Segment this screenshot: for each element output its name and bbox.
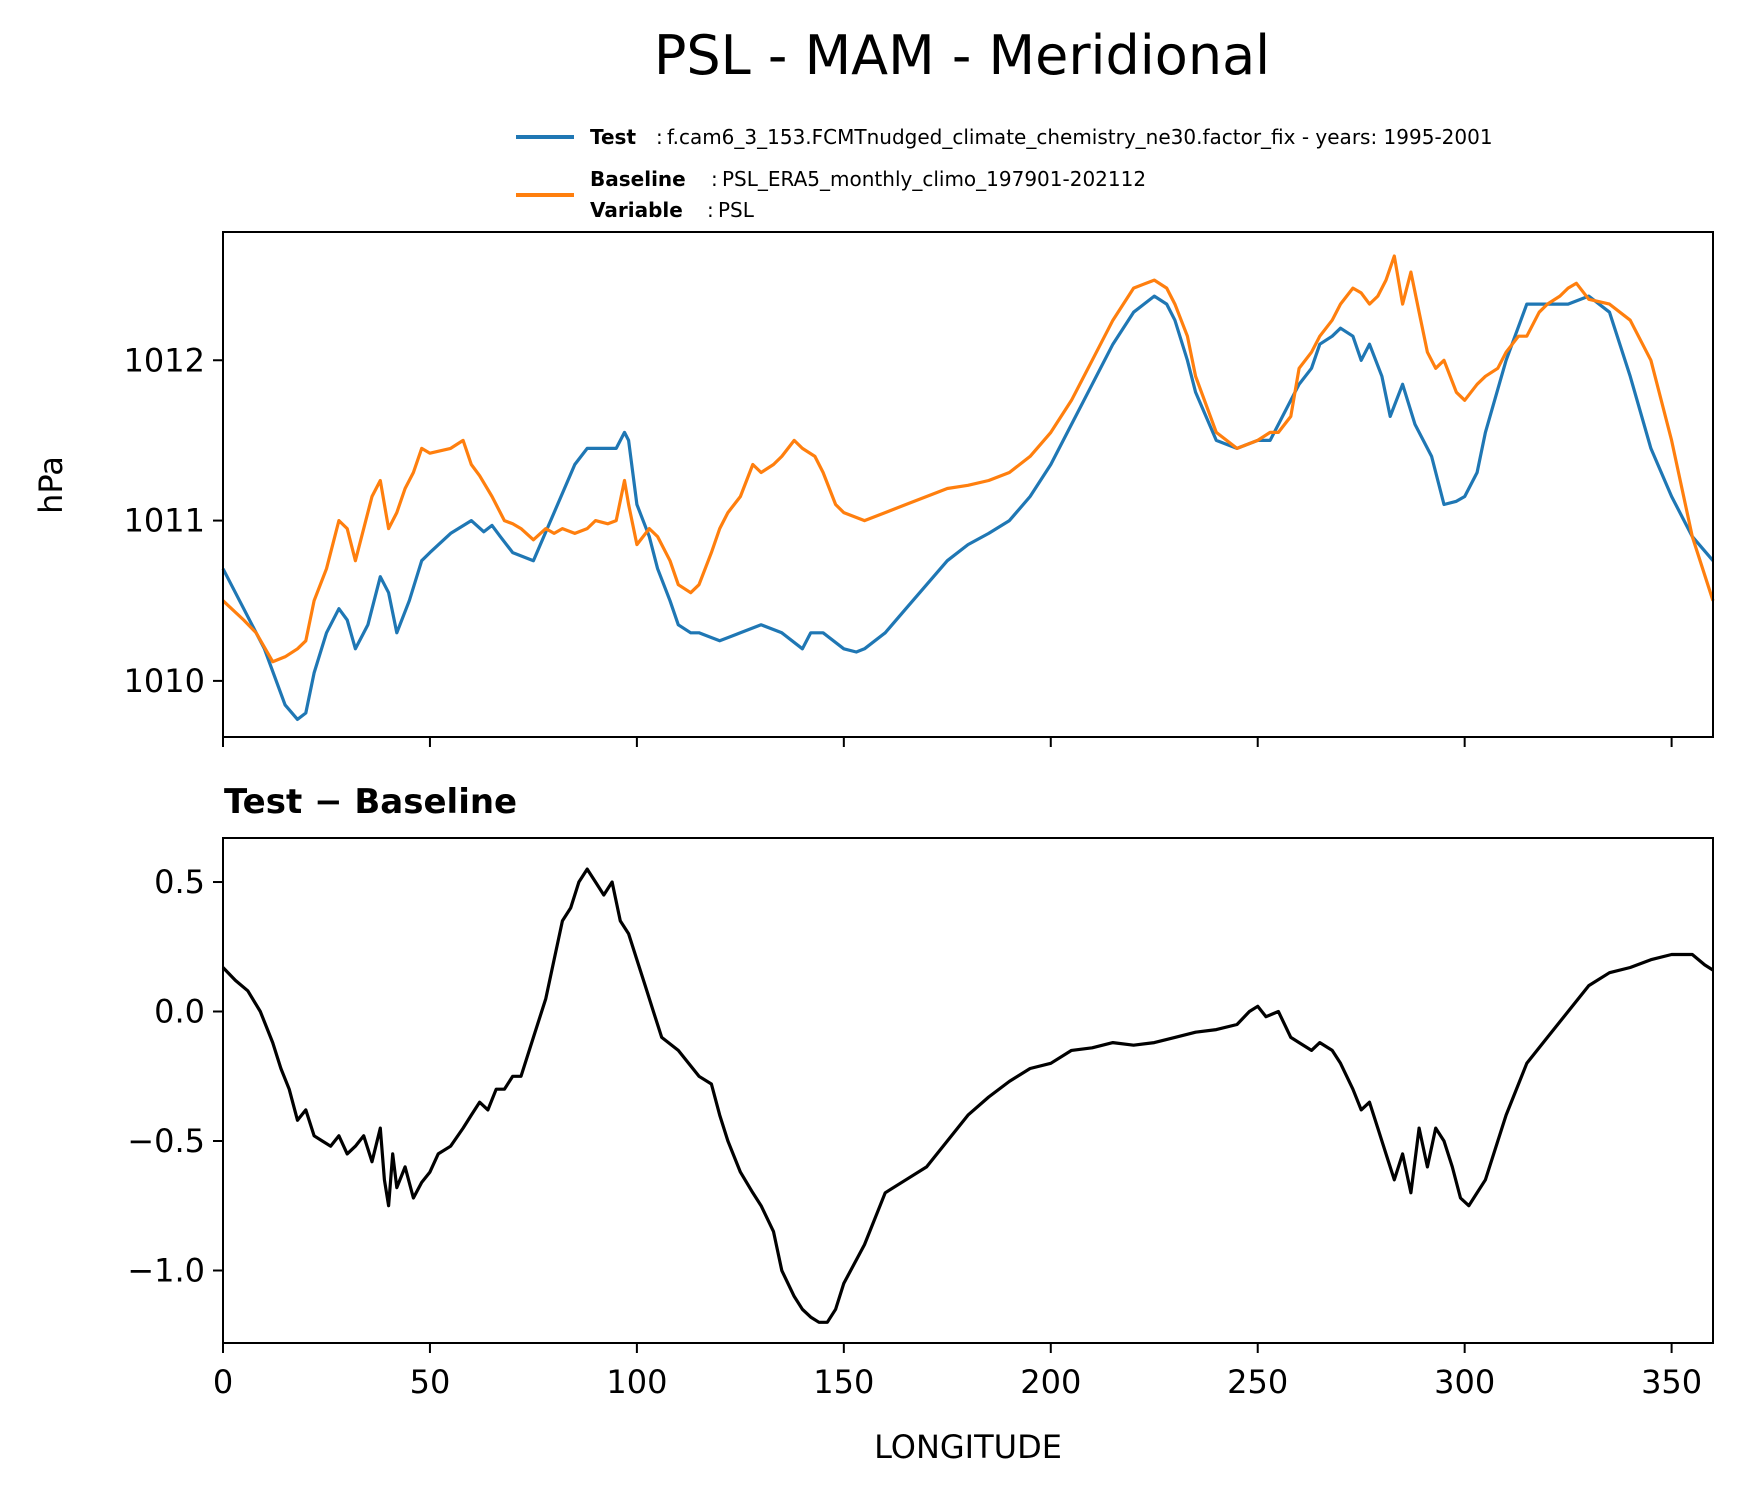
x-axis-label: LONGITUDE xyxy=(874,1428,1062,1466)
top-x-axis xyxy=(222,737,1673,747)
top-y-axis-label: hPa xyxy=(32,456,70,514)
legend-test-key: Test xyxy=(590,125,636,149)
bottom-x-tick-label: 300 xyxy=(1434,1363,1495,1401)
test-series-line xyxy=(221,294,1715,722)
top-plot-frame xyxy=(222,231,1714,738)
difference-series-line xyxy=(221,867,1714,1324)
bottom-y-tick-label: 0.5 xyxy=(154,863,205,901)
bottom-panel: Test − Baseline −1.0 −0.5 0.0 0.5 0 50 100 150… xyxy=(127,782,1714,1466)
bottom-y-tick-label: 0.0 xyxy=(154,993,205,1031)
bottom-x-tick-label: 150 xyxy=(813,1363,874,1401)
bottom-series-group xyxy=(221,867,1714,1324)
bottom-y-tick-label: −0.5 xyxy=(127,1122,205,1160)
bottom-x-tick-label: 0 xyxy=(213,1363,233,1401)
top-y-tick-label: 1010 xyxy=(124,662,205,700)
top-panel: 1010 1011 1012 hPa xyxy=(32,231,1715,747)
bottom-panel-title: Test − Baseline xyxy=(224,782,517,822)
top-y-tick-label: 1012 xyxy=(124,341,205,379)
legend-baseline-separator: : xyxy=(711,167,718,191)
bottom-y-tick-label: −1.0 xyxy=(127,1251,205,1289)
legend-variable-key: Variable xyxy=(590,198,683,222)
top-y-tick-label: 1011 xyxy=(124,502,205,540)
baseline-series-line xyxy=(221,254,1715,664)
bottom-x-axis: 0 50 100 150 200 250 300 350 xyxy=(213,1343,1702,1401)
legend-variable-separator: : xyxy=(707,198,714,222)
legend-baseline-text: PSL_ERA5_monthly_climo_197901-202112 xyxy=(722,167,1146,191)
bottom-x-tick-label: 100 xyxy=(606,1363,667,1401)
chart-title: PSL - MAM - Meridional xyxy=(654,24,1270,87)
legend-variable-text: PSL xyxy=(718,198,755,222)
bottom-x-tick-label: 350 xyxy=(1641,1363,1702,1401)
legend-baseline-key: Baseline xyxy=(590,167,686,191)
top-y-axis: 1010 1011 1012 xyxy=(124,341,223,700)
legend: Test : f.cam6_3_153.FCMTnudged_climate_c… xyxy=(516,125,1493,222)
bottom-x-tick-label: 200 xyxy=(1020,1363,1081,1401)
bottom-plot-frame xyxy=(222,837,1714,1344)
bottom-x-tick-label: 250 xyxy=(1227,1363,1288,1401)
bottom-x-tick-label: 50 xyxy=(410,1363,451,1401)
legend-test-text: f.cam6_3_153.FCMTnudged_climate_chemistr… xyxy=(667,125,1493,149)
top-series-group xyxy=(221,254,1715,722)
bottom-y-axis: −1.0 −0.5 0.0 0.5 xyxy=(127,863,223,1289)
legend-test-separator: : xyxy=(656,125,663,149)
